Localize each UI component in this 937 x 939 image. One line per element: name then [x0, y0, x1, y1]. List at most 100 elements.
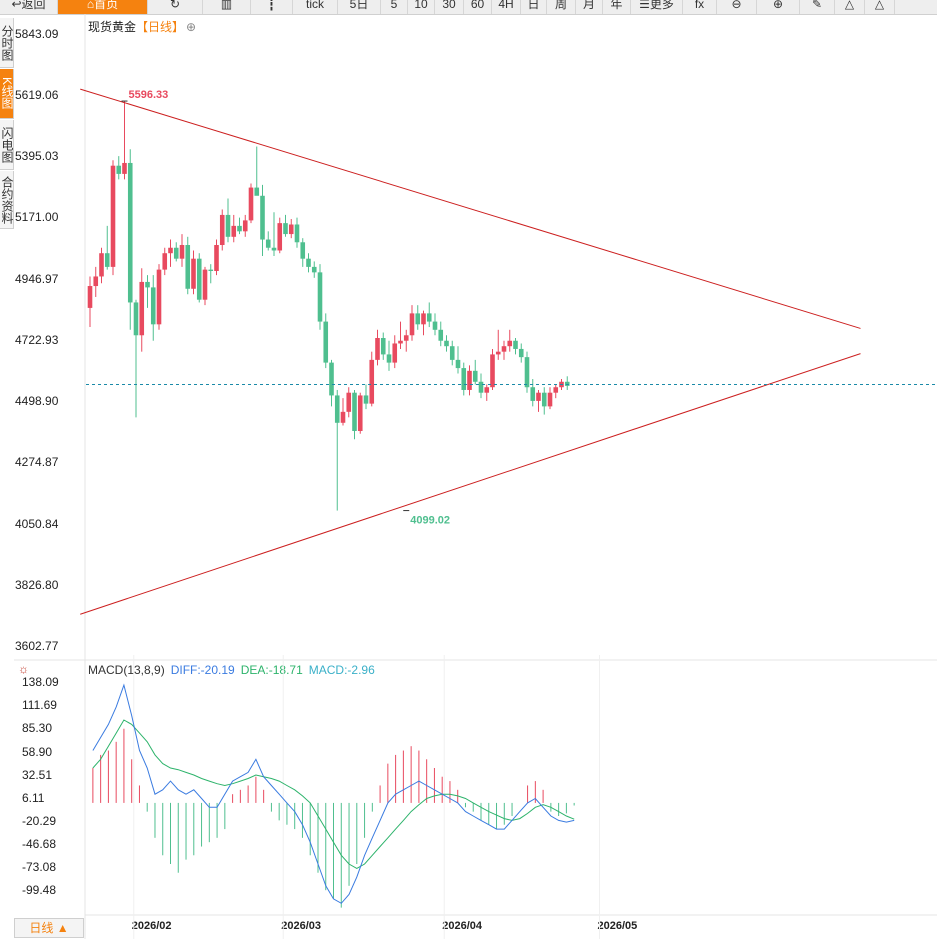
triangle-icon: △	[844, 0, 855, 11]
toolbar-item-9[interactable]: 30	[435, 0, 464, 14]
toolbar-item-11[interactable]: 4H	[492, 0, 521, 14]
toolbar-item-19[interactable]: ⊕	[757, 0, 800, 14]
candle-body	[225, 214, 231, 237]
candle-body	[214, 245, 219, 271]
price-y-tick: 5171.00	[15, 210, 59, 225]
sidebar-item-2[interactable]: 闪电图	[0, 120, 14, 170]
sidebar-item-3[interactable]: 合约资料	[0, 171, 14, 229]
sidebar-item-1[interactable]: K线图	[0, 69, 14, 119]
x-tick-label: 2026/02	[131, 920, 172, 932]
toolbar-item-17[interactable]: fx	[683, 0, 717, 14]
macd-y-tick: 32.51	[22, 767, 53, 782]
candle-body	[260, 195, 265, 240]
toolbar-item-5[interactable]: tick	[293, 0, 338, 14]
toolbar-item-20[interactable]: ✎	[800, 0, 835, 14]
candle-body	[265, 239, 271, 248]
macd-name: MACD(13,8,9)	[88, 663, 165, 677]
candle-body	[403, 335, 409, 341]
candle-body	[150, 287, 156, 325]
toolbar-item-0[interactable]: ↩返回	[0, 0, 58, 14]
candlestick-icon: ┇	[267, 0, 276, 11]
toolbar-label: 30	[442, 0, 456, 11]
indicator-settings-icon[interactable]: ☼	[18, 662, 29, 676]
price-y-tick: 3826.80	[15, 578, 59, 593]
candle-body	[168, 247, 173, 254]
candle-body	[375, 338, 380, 360]
toolbar-item-16[interactable]: ☰更多	[631, 0, 683, 14]
candle-body	[352, 392, 357, 431]
dea-line	[92, 719, 575, 869]
toolbar-label: tick	[306, 0, 324, 11]
candle-body	[547, 392, 553, 407]
candle-body	[283, 223, 288, 235]
candle-body	[472, 370, 478, 382]
candle-body	[254, 187, 260, 196]
candle-body	[484, 387, 490, 393]
macd-y-tick: 58.90	[22, 744, 53, 759]
candle-body	[145, 281, 150, 288]
candle-body	[386, 354, 392, 363]
diff-line	[92, 683, 575, 904]
toolbar-item-10[interactable]: 60	[464, 0, 492, 14]
candle-body	[127, 162, 133, 303]
candle-body	[162, 253, 168, 270]
price-y-tick: 4946.97	[15, 271, 59, 286]
toolbar-item-1[interactable]: ⌂首页	[58, 0, 148, 14]
candle-body	[323, 321, 329, 363]
candle-body	[536, 392, 541, 401]
macd-y-tick: 6.11	[22, 790, 45, 805]
macd-dea-value: DEA:-18.71	[240, 663, 303, 677]
top-toolbar: ↩返回 ⌂首页 ↻ ▥ ┇ tick 5日 5 10 30 60 4H 日周月年 ☰更多 fx ⊖ ⊕ ✎ △ △	[0, 0, 937, 15]
menu-icon: ☰	[639, 0, 650, 11]
x-tick-label: 2026/04	[442, 920, 483, 932]
toolbar-item-12[interactable]: 日	[521, 0, 547, 14]
sidebar-item-0[interactable]: 分时图	[0, 18, 14, 68]
toolbar-item-18[interactable]: ⊖	[717, 0, 757, 14]
candle-body	[501, 346, 507, 352]
back-arrow-icon: ↩	[11, 0, 22, 11]
candle-body	[426, 313, 432, 322]
toolbar-item-3[interactable]: ▥	[203, 0, 251, 14]
candle-body	[329, 362, 334, 396]
candle-body	[421, 313, 426, 325]
toolbar-label: 10	[414, 0, 428, 11]
candle-body	[122, 162, 127, 174]
candle-body	[104, 253, 110, 267]
toolbar-label: 周	[554, 0, 567, 11]
toolbar-item-2[interactable]: ↻	[148, 0, 203, 14]
toolbar-label: 5日	[349, 0, 369, 11]
toolbar-item-21[interactable]: △	[835, 0, 865, 14]
macd-diff-value: DIFF:-20.19	[170, 663, 235, 677]
toolbar-item-15[interactable]: 年	[603, 0, 631, 14]
candle-body	[219, 214, 225, 246]
candle-body	[513, 340, 518, 349]
macd-title: MACD(13,8,9) DIFF:-20.19 DEA:-18.71 MACD:-2…	[88, 663, 381, 677]
bar-chart-icon: ▥	[220, 0, 233, 11]
toolbar-label: 更多	[649, 0, 674, 11]
toolbar-label: 返回	[21, 0, 46, 11]
toolbar-item-14[interactable]: 月	[576, 0, 603, 14]
price-y-tick: 4498.90	[15, 394, 59, 409]
candle-body	[306, 258, 311, 267]
add-indicator-icon[interactable]: ⊕	[186, 20, 197, 34]
candle-body	[139, 281, 145, 336]
toolbar-item-22[interactable]: △	[865, 0, 895, 14]
candle-body	[507, 340, 513, 347]
toolbar-item-13[interactable]: 周	[547, 0, 576, 14]
toolbar-item-6[interactable]: 5日	[338, 0, 381, 14]
candle-body	[110, 165, 116, 267]
candle-body	[398, 340, 403, 344]
price-y-tick: 5395.03	[15, 149, 59, 164]
candle-body	[490, 354, 495, 388]
toolbar-item-4[interactable]: ┇	[251, 0, 293, 14]
toolbar-label: 月	[582, 0, 595, 11]
period-selector-button[interactable]: 日线 ▲	[14, 918, 84, 938]
toolbar-item-7[interactable]: 5	[381, 0, 408, 14]
candle-body	[242, 220, 248, 232]
candle-body	[334, 395, 340, 423]
candle-body	[478, 381, 484, 393]
instrument-name: 现货黄金	[88, 20, 137, 34]
toolbar-item-8[interactable]: 10	[408, 0, 435, 14]
candle-body	[288, 224, 294, 235]
